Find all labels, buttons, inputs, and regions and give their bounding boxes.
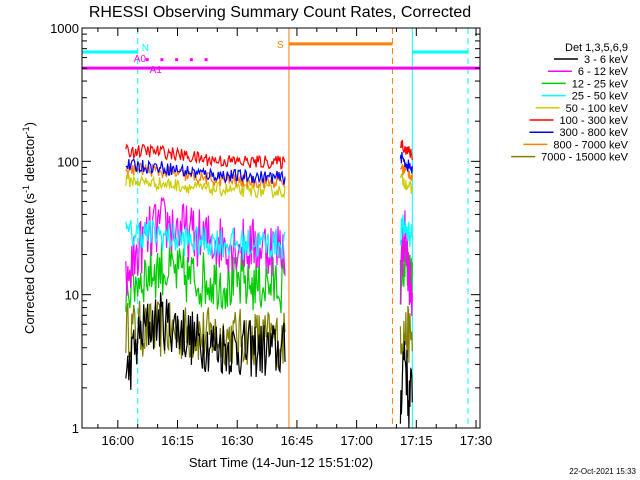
x-tick-label: 16:00 <box>102 433 135 448</box>
night-label: N <box>142 43 149 54</box>
timestamp-footer: 22-Oct-2021 15:33 <box>569 467 636 476</box>
attenuator-label-a0: A0 <box>134 54 147 65</box>
series-line <box>125 162 286 189</box>
series-line <box>125 292 286 390</box>
y-axis-label: Corrected Count Rate (s-1 detector-1) <box>21 122 37 334</box>
legend-entry: 3 - 6 keV <box>584 54 629 66</box>
x-tick-label: 16:30 <box>221 433 254 448</box>
x-tick-label: 16:15 <box>161 433 194 448</box>
legend-entry: 100 - 300 keV <box>560 115 629 127</box>
attenuator-dot <box>204 58 208 62</box>
series-line <box>399 341 413 429</box>
series-line <box>125 218 286 260</box>
series-line <box>399 214 413 248</box>
y-tick-label: 10 <box>65 288 79 303</box>
legend-entry: 7000 - 15000 keV <box>541 152 629 164</box>
legend-entry: 25 - 50 keV <box>572 91 629 103</box>
x-axis-label: Start Time (14-Jun-12 15:51:02) <box>189 455 373 470</box>
y-tick-label: 1 <box>72 421 79 436</box>
attenuator-label-a1: A1 <box>150 65 163 76</box>
series-line <box>125 242 286 314</box>
y-tick-label: 1000 <box>50 21 79 36</box>
chart-title: RHESSI Observing Summary Count Rates, Co… <box>89 4 471 21</box>
series-line <box>399 164 413 182</box>
x-tick-label: 16:45 <box>281 433 314 448</box>
x-tick-label: 17:30 <box>460 433 493 448</box>
legend-entry: 12 - 25 keV <box>572 78 629 90</box>
series-line <box>125 158 286 185</box>
legend-entry: 800 - 7000 keV <box>553 139 628 151</box>
legend-entry: 50 - 100 keV <box>566 103 629 115</box>
x-tick-label: 17:15 <box>400 433 433 448</box>
plot-frame <box>81 27 481 429</box>
series-line <box>399 305 413 363</box>
series-line <box>399 210 413 317</box>
attenuator-dot <box>175 58 179 62</box>
series-lines <box>125 139 413 429</box>
series-line <box>399 139 413 161</box>
y-tick-label: 100 <box>57 154 79 169</box>
legend-entry: 6 - 12 keV <box>578 66 629 78</box>
saa-label: S <box>277 40 284 51</box>
x-tick-label: 17:00 <box>340 433 373 448</box>
series-line <box>399 152 413 174</box>
series-line <box>125 143 286 170</box>
legend-title: Det 1,3,5,6,9 <box>565 42 628 54</box>
attenuator-dot <box>189 58 193 62</box>
y-axis: 1 10 100 1000 <box>50 21 480 436</box>
attenuator-dot <box>160 58 164 62</box>
x-axis: 16:00 16:15 16:30 16:45 17:00 17:15 17:30 <box>97 28 493 448</box>
attenuator-dot <box>145 58 149 62</box>
legend-entry: 300 - 800 keV <box>560 127 629 139</box>
series-line <box>125 174 286 199</box>
